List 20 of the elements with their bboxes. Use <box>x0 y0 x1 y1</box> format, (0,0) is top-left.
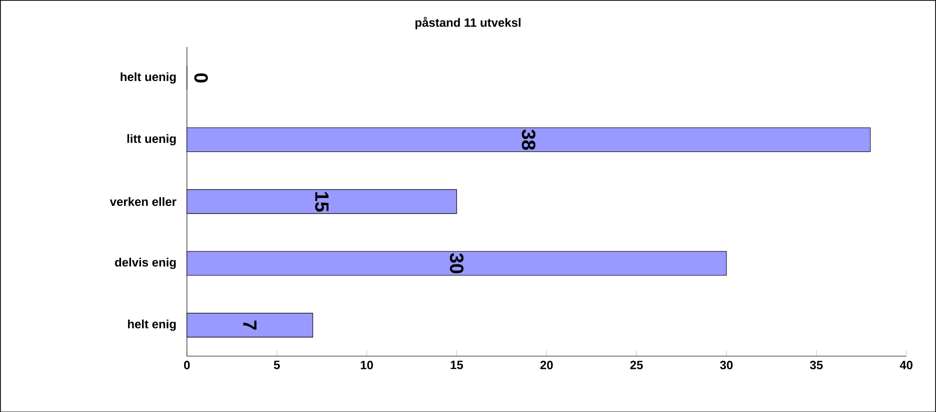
data-label: 7 <box>243 320 256 330</box>
x-tick-label: 25 <box>630 360 643 370</box>
x-tick-label: 40 <box>900 360 912 370</box>
data-label: 15 <box>315 192 328 212</box>
x-tick-label: 5 <box>274 360 280 369</box>
data-label: 0 <box>194 73 208 82</box>
chart-title: påstand 11 utveksl <box>415 16 520 29</box>
y-tick-label: litt uenig <box>127 134 176 146</box>
x-tick-label: 0 <box>184 360 190 370</box>
y-tick-label: helt enig <box>128 319 176 331</box>
data-label: 38 <box>522 129 536 150</box>
y-tick-label: helt uenig <box>120 72 176 84</box>
x-tick-label: 30 <box>720 360 733 370</box>
y-tick-label: verken eller <box>110 196 176 206</box>
y-tick-label: delvis enig <box>115 258 176 269</box>
x-tick-label: 15 <box>450 360 464 369</box>
x-tick-label: 35 <box>810 360 823 370</box>
x-tick-label: 10 <box>360 360 373 370</box>
x-tick-label: 20 <box>540 360 553 370</box>
data-label: 30 <box>450 252 464 274</box>
